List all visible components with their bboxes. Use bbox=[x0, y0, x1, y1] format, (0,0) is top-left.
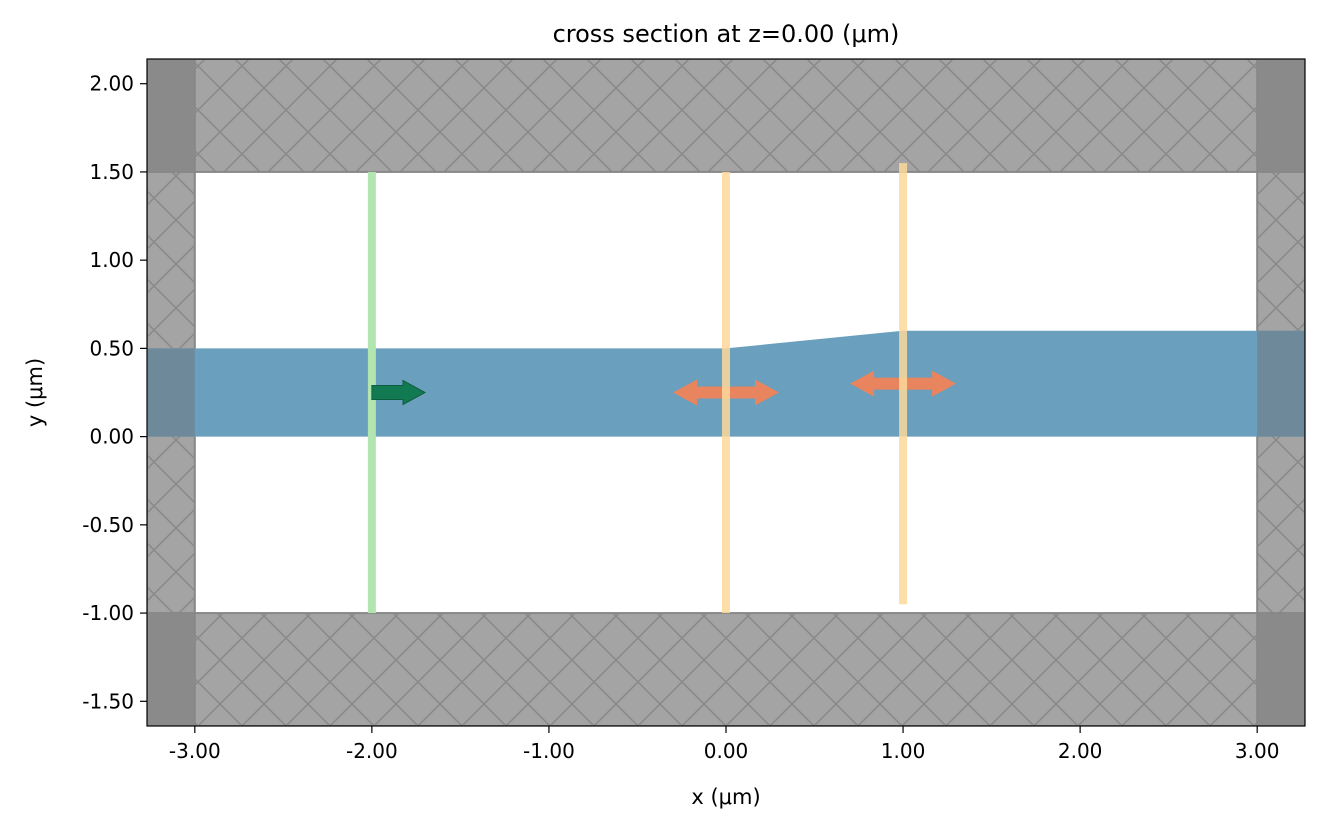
source-direction-arrow-0 bbox=[371, 379, 427, 406]
x-tick-label-2: -1.00 bbox=[523, 739, 575, 763]
x-axis: -3.00 -2.00 -1.00 0.00 1.00 2.00 3.00 bbox=[169, 726, 1280, 763]
y-tick-label-6: -1.00 bbox=[82, 601, 134, 625]
monitor-plane-0 bbox=[722, 171, 730, 614]
pml-corner-1 bbox=[1257, 59, 1305, 172]
y-tick-label-7: -1.50 bbox=[82, 689, 134, 713]
x-tick-label-3: 0.00 bbox=[704, 739, 749, 763]
x-tick-label-0: -3.00 bbox=[169, 739, 221, 763]
waveguide-in-pml-2 bbox=[147, 348, 195, 437]
y-tick-label-1: 1.50 bbox=[89, 160, 134, 184]
pml-region-0 bbox=[147, 59, 1305, 172]
x-tick-label-1: -2.00 bbox=[346, 739, 398, 763]
y-tick-label-0: 2.00 bbox=[89, 72, 134, 96]
monitor-plane-1 bbox=[899, 163, 908, 605]
pml-corner-0 bbox=[147, 59, 195, 172]
plot-area bbox=[147, 59, 1305, 726]
y-axis: 2.00 1.50 1.00 0.50 0.00 -0.50 -1.00 -1.50 bbox=[82, 72, 147, 713]
y-axis-label: y (μm) bbox=[23, 358, 47, 427]
x-axis-label: x (μm) bbox=[691, 785, 760, 809]
y-tick-label-3: 0.50 bbox=[89, 336, 134, 360]
y-tick-label-5: -0.50 bbox=[82, 513, 134, 537]
chart-title: cross section at z=0.00 (μm) bbox=[553, 20, 900, 48]
monitor-layer bbox=[673, 163, 957, 614]
pml-corner-2 bbox=[147, 613, 195, 726]
pml-corner-3 bbox=[1257, 613, 1305, 726]
waveguide-in-pml-3 bbox=[1257, 330, 1305, 437]
x-tick-label-6: 3.00 bbox=[1235, 739, 1280, 763]
y-tick-label-2: 1.00 bbox=[89, 248, 134, 272]
source-layer bbox=[367, 171, 427, 614]
y-tick-label-4: 0.00 bbox=[89, 425, 134, 449]
pml-corner-layer bbox=[147, 59, 1305, 726]
pml-region-1 bbox=[147, 613, 1305, 726]
x-tick-label-4: 1.00 bbox=[881, 739, 926, 763]
x-tick-label-5: 2.00 bbox=[1058, 739, 1103, 763]
